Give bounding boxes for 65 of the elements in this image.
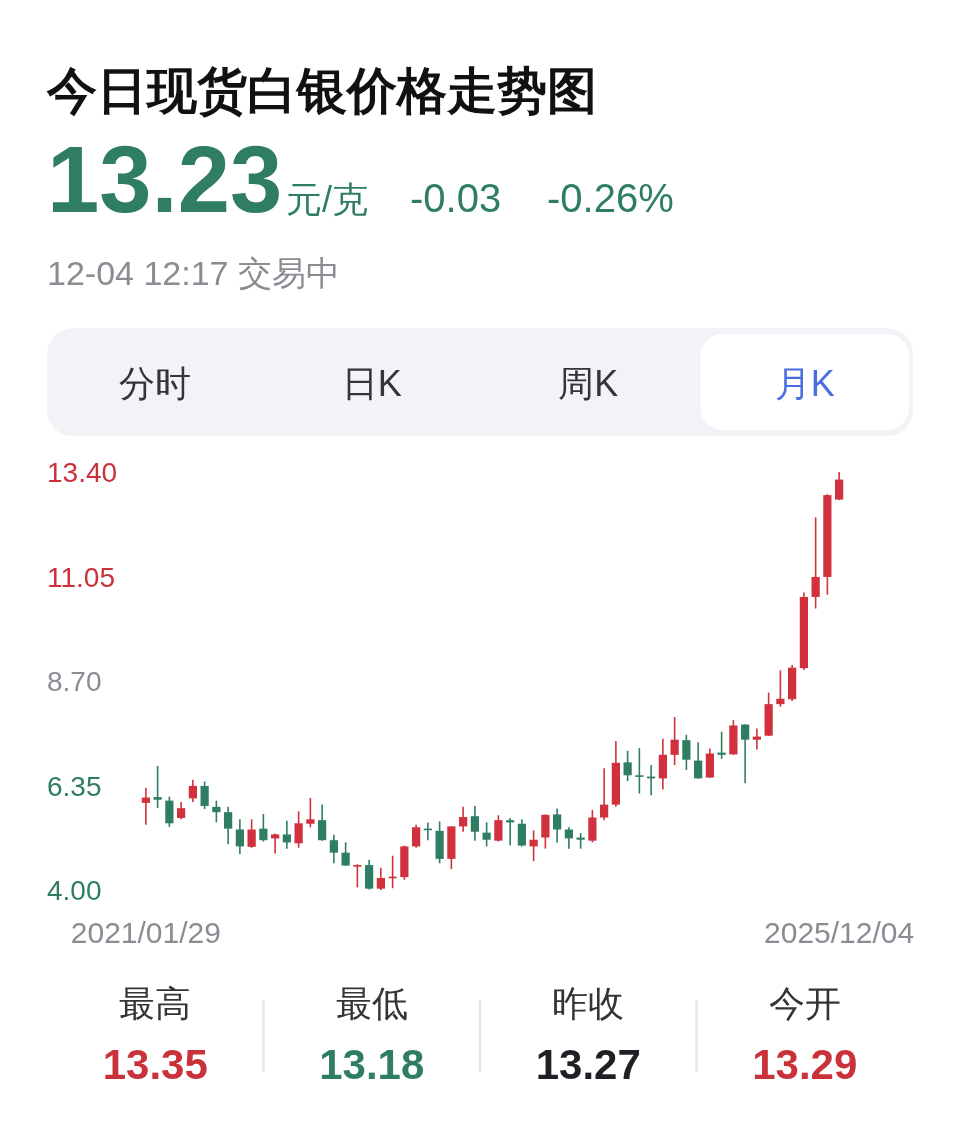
candlestick (517, 818, 526, 848)
candlestick (694, 741, 703, 780)
text: 周K (558, 362, 619, 404)
chart-subtitle: 12-04 12:17 交易中 (47, 254, 340, 292)
text: -0.26% (547, 176, 674, 220)
candlestick (153, 765, 162, 809)
text: 13.23 (47, 127, 283, 232)
candlestick (212, 799, 221, 824)
x-tick-label: 2021/01/29 (70, 915, 221, 949)
candlestick (811, 516, 820, 610)
candlestick (600, 767, 609, 821)
candlestick (752, 727, 761, 751)
candlestick (776, 669, 785, 708)
candlestick (235, 818, 244, 855)
candlestick (247, 818, 256, 849)
y-tick-label: 6.35 (47, 770, 102, 801)
candlestick (165, 795, 174, 828)
candlestick (588, 809, 597, 844)
candlestick (494, 814, 503, 843)
candlestick (282, 819, 291, 850)
y-tick-label: 4.00 (47, 874, 102, 906)
candlestick (835, 471, 844, 501)
candlestick (682, 734, 691, 771)
candlestick (200, 780, 209, 810)
y-tick-label: 13.40 (47, 456, 118, 488)
candlestick (318, 803, 327, 842)
text: -0.03 (410, 176, 502, 220)
candlestick (670, 716, 679, 766)
text: 元/克 (286, 179, 369, 220)
candlestick (635, 747, 644, 795)
candlestick (658, 738, 667, 791)
text: 昨收 (552, 982, 625, 1024)
text: 13.18 (319, 1040, 425, 1088)
text: 日K (341, 362, 402, 404)
candlestick (224, 806, 233, 845)
y-tick-label: 11.05 (47, 561, 115, 592)
candlestick (376, 866, 385, 891)
candlestick (306, 797, 315, 829)
candlestick (459, 806, 468, 833)
y-tick-label: 8.70 (47, 665, 102, 697)
candlestick (741, 723, 750, 785)
text: 分时 (119, 362, 192, 404)
candlestick (294, 810, 303, 849)
text: 13.35 (102, 1040, 208, 1088)
text: 月K (774, 362, 835, 404)
candlestick (353, 863, 362, 889)
candlestick (470, 805, 479, 842)
text: 今开 (768, 982, 841, 1024)
candlestick (259, 813, 268, 843)
candlestick (412, 823, 421, 849)
x-tick-label: 2025/12/04 (764, 915, 915, 949)
text: 13.29 (752, 1040, 858, 1088)
candlestick (541, 813, 550, 850)
candlestick (141, 786, 150, 826)
candlestick (482, 821, 491, 848)
candlestick (188, 778, 197, 803)
text: 13.27 (535, 1040, 641, 1088)
candlestick (365, 858, 374, 891)
text: 最高 (119, 982, 192, 1024)
chart-title: 今日现货白银价格走势图 (46, 63, 597, 119)
text: 最低 (335, 982, 408, 1024)
candlestick (341, 841, 350, 867)
candlestick (623, 750, 632, 782)
candlestick (329, 834, 338, 865)
candlestick (553, 807, 562, 844)
